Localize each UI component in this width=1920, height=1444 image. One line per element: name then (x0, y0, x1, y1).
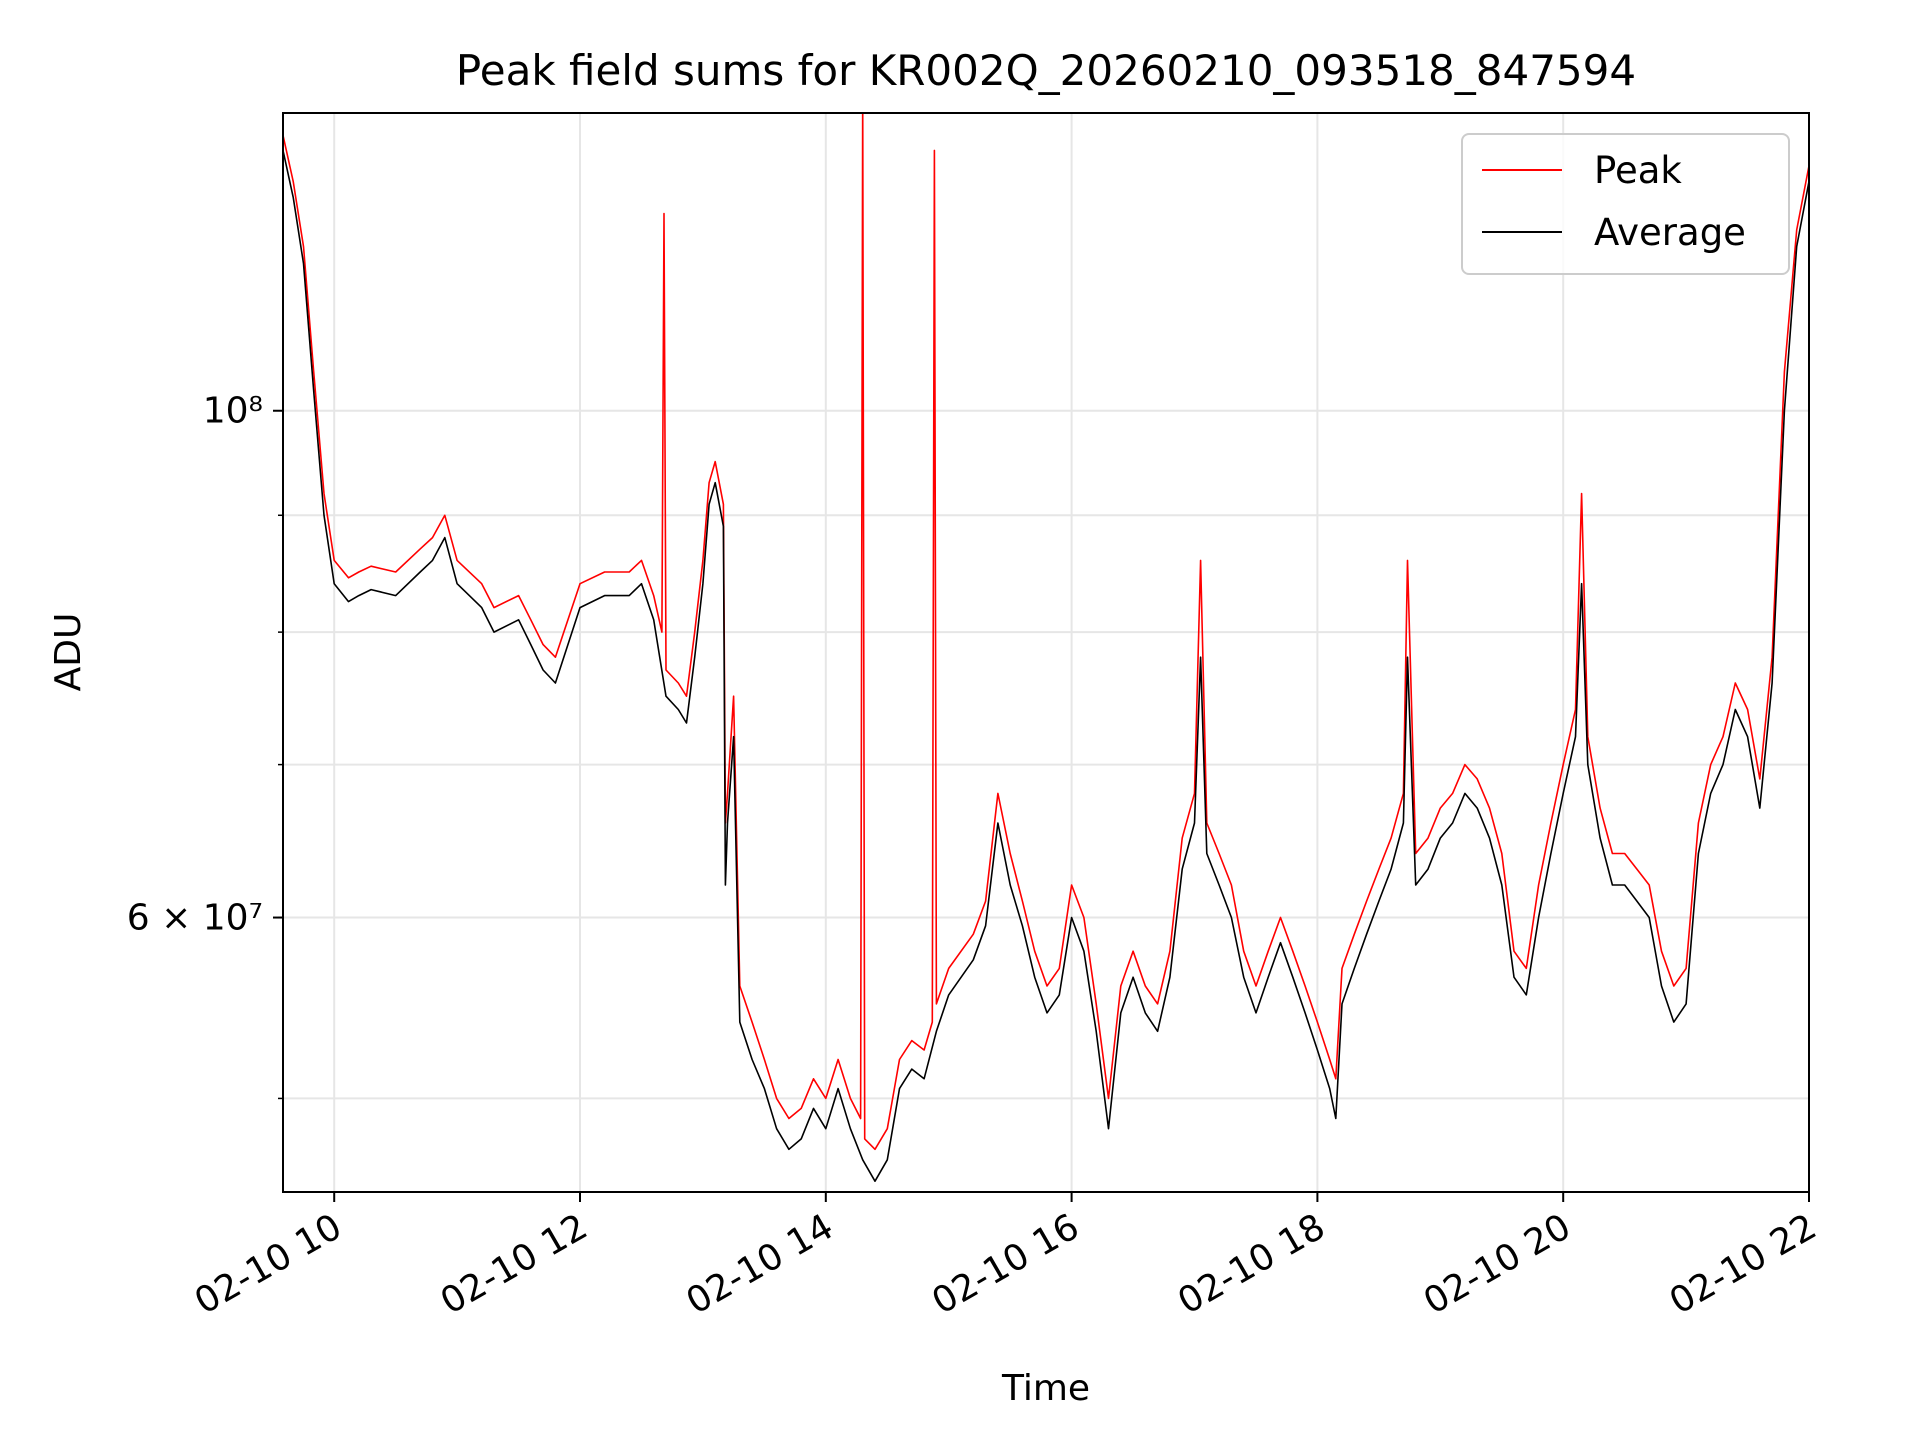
legend-peak-label: Peak (1594, 149, 1682, 192)
legend-average-label: Average (1594, 211, 1746, 254)
plot-area (283, 113, 1809, 1182)
y-tick-label: 6 × 10⁷ (127, 898, 263, 939)
y-axis: 6 × 10⁷ 10⁸ (127, 391, 283, 1100)
y-axis-label: ADU (48, 613, 89, 692)
x-axis-label: Time (1001, 1368, 1090, 1409)
series-layer (283, 113, 1809, 1182)
axes-frame (282, 112, 1810, 1193)
series-line-average (283, 150, 1809, 1182)
series-line-peak (283, 113, 1809, 1151)
chart-title: Peak field sums for KR002Q_20260210_0935… (456, 46, 1636, 95)
legend: Peak Average (1461, 133, 1790, 275)
y-tick-label: 10⁸ (203, 391, 263, 432)
grid (283, 113, 1810, 1192)
